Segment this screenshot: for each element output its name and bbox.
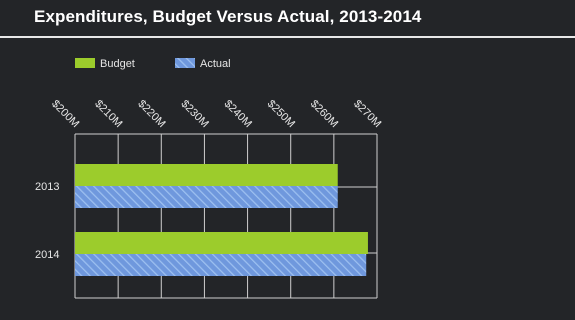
x-tick-label: $250M [265,98,297,130]
bar-actual-2013 [75,186,338,208]
bar-budget-2013 [75,164,338,186]
category-label-2014: 2014 [35,249,59,261]
title-bar: Expenditures, Budget Versus Actual, 2013… [0,0,575,38]
x-tick-label: $270M [351,98,383,130]
bar-actual-2014 [75,254,367,276]
legend-label-actual: Actual [200,58,231,70]
chart-title: Expenditures, Budget Versus Actual, 2013… [34,7,422,26]
category-label-2013: 2013 [35,181,59,193]
bar-budget-2014 [75,232,368,254]
x-tick-label: $260M [308,98,340,130]
legend-swatch-actual [175,58,195,68]
grid-lines [74,133,378,299]
legend-swatch-budget [75,58,95,68]
x-tick-label: $210M [92,98,124,130]
x-tick-label: $220M [135,98,167,130]
x-tick-label: $240M [222,98,254,130]
x-tick-labels: $200M $210M $220M $230M $240M $250M $260M $270M [49,98,383,130]
category-labels: 2013 2014 [35,181,59,261]
legend: Budget Actual [75,58,231,70]
legend-label-budget: Budget [100,58,135,70]
bars [75,164,368,276]
x-tick-label: $200M [49,98,81,130]
x-tick-label: $230M [179,98,211,130]
